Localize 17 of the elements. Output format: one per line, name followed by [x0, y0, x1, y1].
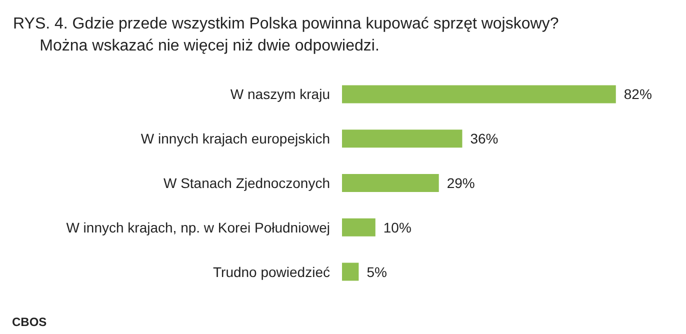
- y-tick-label: W innych krajach europejskich: [140, 130, 330, 147]
- y-tick-label: W naszym kraju: [230, 86, 330, 102]
- bar: [342, 218, 376, 236]
- data-label: 5%: [366, 264, 387, 280]
- data-label: 10%: [383, 219, 412, 236]
- bar: [342, 130, 462, 148]
- chart-title: RYS. 4. Gdzie przede wszystkim Polska powinna kupować sprzęt wojskowy? Można wskazać nie więcej niż dwie odpowiedzi.: [13, 16, 559, 54]
- data-label: 82%: [624, 86, 652, 102]
- bar: [342, 262, 359, 281]
- text: CBOS: [12, 315, 47, 329]
- data-label: 36%: [470, 130, 498, 147]
- y-tick-label: W innych krajach, np. w Korei Południowej: [66, 219, 330, 236]
- y-tick-label: Trudno powiedzieć: [213, 264, 330, 280]
- bar: [342, 174, 439, 192]
- data-label: 29%: [446, 175, 475, 191]
- bar: [342, 85, 616, 104]
- y-tick-label: W Stanach Zjednoczonych: [163, 175, 330, 191]
